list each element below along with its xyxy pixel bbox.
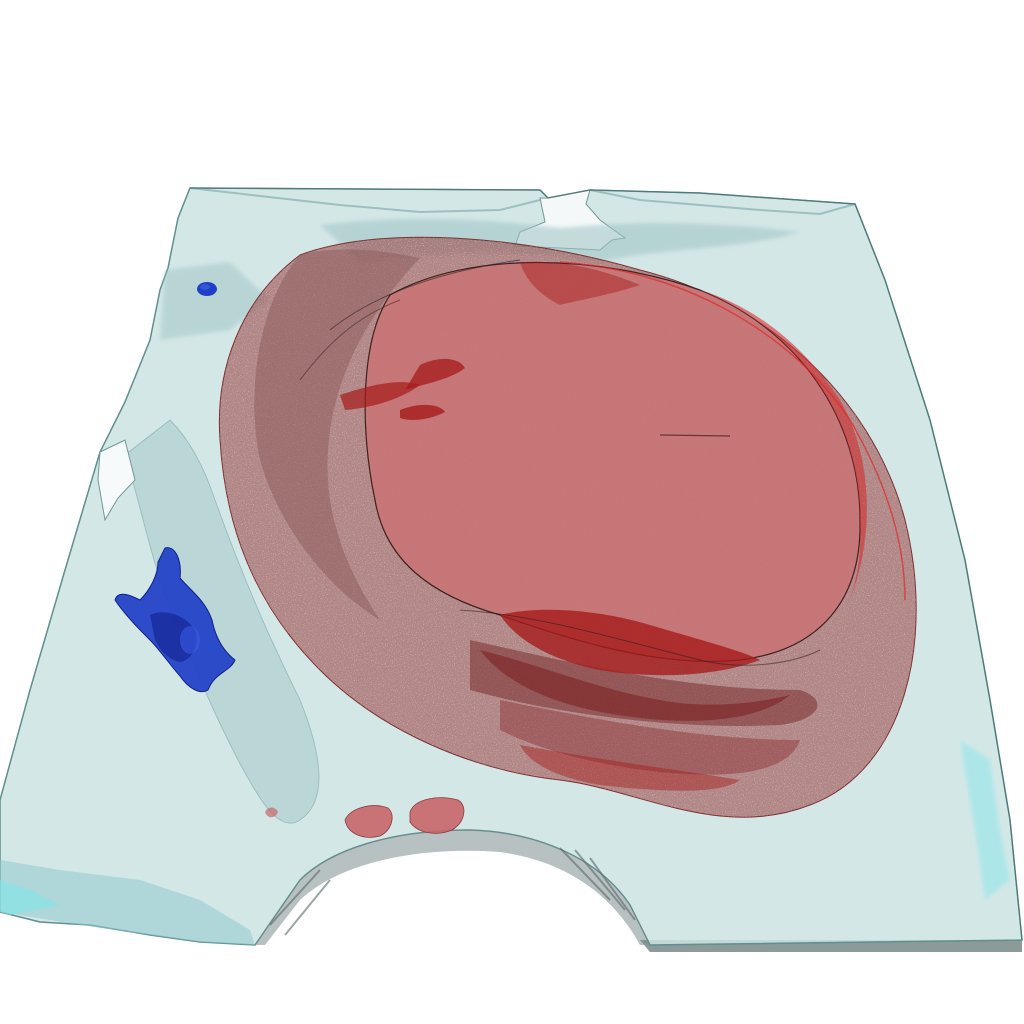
slab-outline bbox=[189, 187, 1023, 941]
red-contour-line-4 bbox=[459, 609, 821, 666]
red-lower-pool-2 bbox=[480, 650, 790, 721]
red-contour-line-2 bbox=[299, 299, 401, 381]
slab-top-ridge bbox=[189, 187, 856, 216]
red-contour-line-1 bbox=[329, 259, 521, 331]
slab-shadow-bottom-left bbox=[0, 860, 255, 945]
red-core-rim-line bbox=[559, 261, 906, 601]
blue-region bbox=[114, 547, 236, 693]
red-dark-streak-3 bbox=[400, 404, 445, 420]
small-red-blobs bbox=[265, 797, 465, 838]
red-blob-left bbox=[344, 805, 393, 838]
slab-shadow-left bbox=[160, 262, 270, 340]
red-dark-streak-1 bbox=[405, 358, 465, 390]
slab-arch-shading bbox=[255, 830, 650, 945]
blue-region-highlight bbox=[180, 626, 200, 654]
red-core bbox=[364, 261, 861, 662]
red-dark-streak-top bbox=[520, 261, 640, 305]
red-blob-right bbox=[409, 797, 465, 834]
red-contour-line-3 bbox=[659, 434, 731, 437]
slab-left-gap bbox=[97, 439, 136, 522]
red-dark-streak-2 bbox=[340, 382, 420, 410]
slab-cyan-highlight-left bbox=[0, 880, 60, 915]
slab-cyan-highlight-right bbox=[960, 740, 1010, 900]
red-blob-tiny bbox=[265, 807, 278, 818]
red-left-shell bbox=[254, 249, 420, 621]
red-band-3 bbox=[520, 745, 740, 791]
red-band-2 bbox=[500, 700, 800, 775]
blue-spot-small bbox=[197, 282, 217, 296]
slab-arch-hatch bbox=[269, 847, 636, 936]
